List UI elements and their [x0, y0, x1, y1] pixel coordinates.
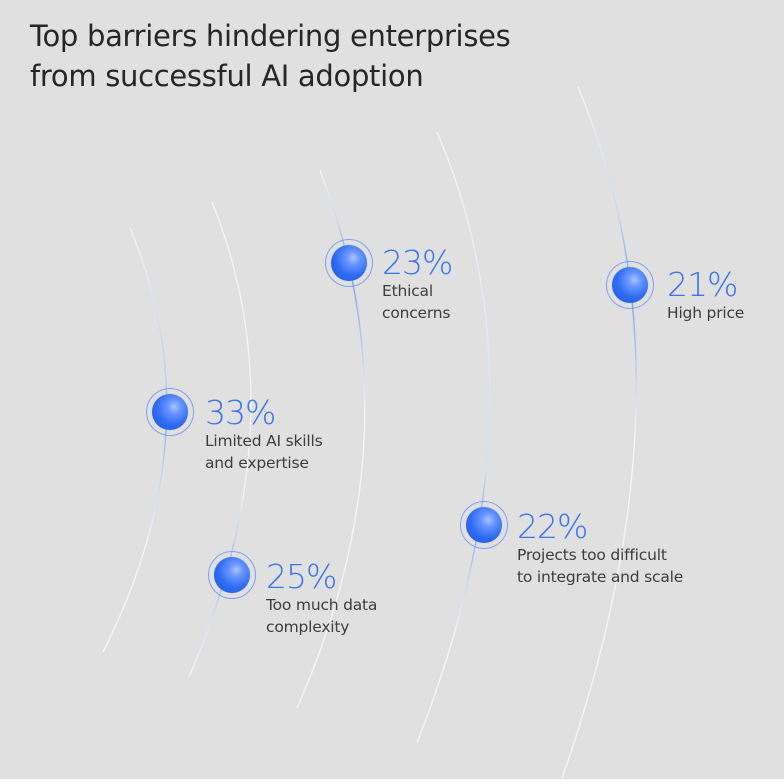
- sphere-icon: [214, 557, 250, 593]
- data-label-33: 33% Limited AI skills and expertise: [205, 393, 323, 474]
- percent-value: 23%: [382, 243, 453, 282]
- percent-value: 25%: [266, 557, 337, 596]
- barrier-description-line: complexity: [266, 618, 350, 636]
- data-label-21: 21% High price: [667, 268, 744, 324]
- arc-4: [416, 131, 491, 744]
- percent-value: 21%: [667, 265, 738, 304]
- data-label-22: 22% Projects too difficult to integrate …: [517, 510, 683, 588]
- arc-5: [561, 86, 637, 779]
- barrier-description-line: Projects too difficult: [517, 546, 667, 564]
- data-point-25: [208, 551, 256, 599]
- percent-value: 33%: [205, 393, 276, 432]
- barrier-description-line: to integrate and scale: [517, 568, 684, 586]
- arc-2: [188, 201, 252, 678]
- chart-title: Top barriers hindering enterprises from …: [30, 16, 511, 96]
- sphere-icon: [331, 245, 367, 281]
- chart-title-line-1: Top barriers hindering enterprises: [30, 19, 511, 53]
- barrier-description-line: concerns: [382, 304, 451, 322]
- node-ring: [460, 501, 508, 549]
- sphere-icon: [152, 394, 188, 430]
- sphere-icon: [466, 507, 502, 543]
- node-ring: [146, 388, 194, 436]
- barrier-description-line: High price: [667, 304, 745, 322]
- data-point-23: [325, 239, 373, 287]
- barrier-description-line: Too much data: [266, 596, 378, 614]
- sphere-icon: [612, 267, 648, 303]
- data-point-22: [460, 501, 508, 549]
- node-ring: [208, 551, 256, 599]
- arc-1: [102, 227, 168, 653]
- barrier-description-line: and expertise: [205, 454, 309, 472]
- data-label-23: 23% Ethical concerns: [382, 243, 453, 324]
- node-ring: [606, 261, 654, 309]
- barrier-description-line: Limited AI skills: [205, 432, 323, 450]
- percent-value: 22%: [517, 507, 588, 546]
- data-point-33: [146, 388, 194, 436]
- node-ring: [325, 239, 373, 287]
- data-label-25: 25% Too much data complexity: [266, 560, 377, 638]
- data-point-21: [606, 261, 654, 309]
- barrier-description-line: Ethical: [382, 282, 433, 300]
- chart-title-line-2: from successful AI adoption: [30, 59, 424, 93]
